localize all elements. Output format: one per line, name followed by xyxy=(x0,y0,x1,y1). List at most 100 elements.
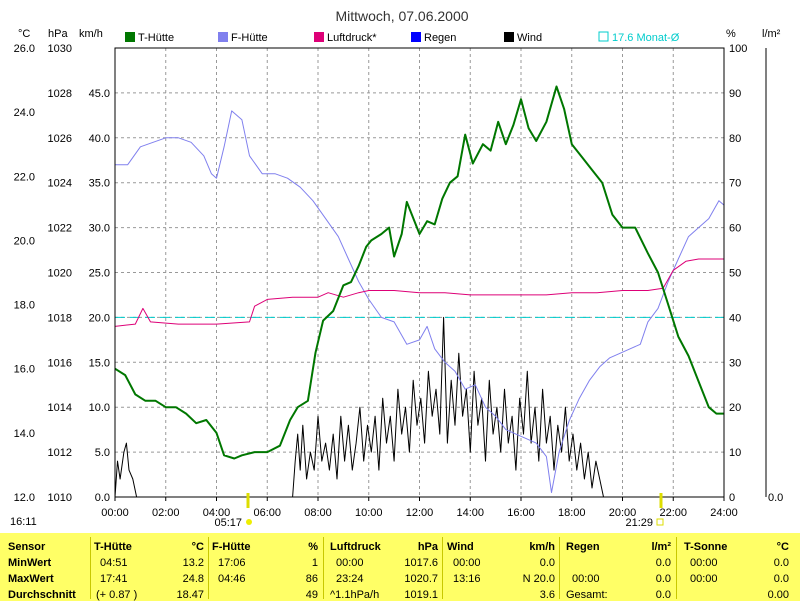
kmh-tick-label: 10.0 xyxy=(89,402,110,414)
label-avg: Durchschnitt xyxy=(8,589,76,601)
stats-t-huette: T-Hütte °C 04:51 13.2 17:41 24.8 (+ 0.87 ) 1… xyxy=(94,539,204,601)
wind-max-time: 13:16 xyxy=(453,573,481,585)
legend-label: T-Hütte xyxy=(138,32,174,44)
x-tick-label: 14:00 xyxy=(456,507,484,519)
sunrise-label: 05:17 xyxy=(214,517,242,529)
regen-max-value: 0.0 xyxy=(655,573,671,585)
x-tick-label: 22:00 xyxy=(659,507,687,519)
label-sensor: Sensor xyxy=(8,541,46,553)
kmh-tick-label: 45.0 xyxy=(89,88,110,100)
wind-title: Wind xyxy=(447,541,474,553)
stats-row-labels: Sensor MinWert MaxWert Durchschnitt xyxy=(8,539,88,601)
legend: T-Hütte F-Hütte Luftdruck* Regen Wind 17.6 Mo… xyxy=(125,31,680,44)
t-sonne-max-time: 00:00 xyxy=(690,573,718,585)
hpa-tick-label: 1026 xyxy=(48,133,72,145)
stats-wind: Wind km/h 00:00 0.0 13:16 N 20.0 3.6 xyxy=(447,539,555,601)
t-sonne-max-value: 0.0 xyxy=(773,573,789,585)
celsius-tick-label: 16.0 xyxy=(14,364,35,376)
regen-total-value: 0.0 xyxy=(655,589,671,601)
f-huette-min-value: 1 xyxy=(311,557,318,569)
stats-f-huette: F-Hütte% 17:06 1 04:46 86 49 xyxy=(212,539,318,601)
f-huette-max-value: 86 xyxy=(305,573,318,585)
percent-tick-label: 50 xyxy=(729,268,741,280)
legend-label: Luftdruck* xyxy=(327,32,377,44)
t-huette-min-value: 13.2 xyxy=(182,557,204,569)
f-huette-avg-value: 49 xyxy=(305,589,318,601)
percent-tick-label: 20 xyxy=(729,402,741,414)
hpa-tick-label: 1014 xyxy=(48,402,72,414)
hpa-tick-label: 1030 xyxy=(48,43,72,55)
legend-swatch xyxy=(125,32,135,42)
legend-swatch xyxy=(504,32,514,42)
rain-tick-0: 0.0 xyxy=(768,492,783,504)
celsius-tick-label: 24.0 xyxy=(14,107,35,119)
legend-swatch-reference xyxy=(598,31,609,42)
percent-tick-label: 30 xyxy=(729,357,741,369)
f-huette-unit: % xyxy=(308,541,318,553)
x-tick-label: 00:00 xyxy=(101,507,129,519)
kmh-tick-label: 0.0 xyxy=(95,492,110,504)
stats-regen: Regen l/m² 0.0 00:00 0.0 Gesamt: 0.0 xyxy=(566,539,671,601)
series-lines xyxy=(114,85,725,498)
x-tick-label: 12:00 xyxy=(406,507,434,519)
x-tick-label: 24:00 xyxy=(710,507,738,519)
kmh-tick-label: 20.0 xyxy=(89,312,110,324)
wind-min-time: 00:00 xyxy=(453,557,481,569)
luftdruck-title: Luftdruck xyxy=(330,541,381,553)
legend-swatch xyxy=(218,32,228,42)
chart-title: Mittwoch, 07.06.2000 xyxy=(335,8,468,24)
percent-tick-label: 0 xyxy=(729,492,735,504)
t-sonne-title: T-Sonne xyxy=(684,541,728,553)
hpa-tick-label: 1016 xyxy=(48,357,72,369)
legend-label: Wind xyxy=(517,32,542,44)
x-tick-label: 20:00 xyxy=(609,507,637,519)
unit-percent: % xyxy=(726,28,736,40)
legend-swatch xyxy=(314,32,324,42)
weather-chart: 00:00 02:00 04:00 06:00 08:00 10:00 12:00 14:00… xyxy=(14,8,784,529)
luftdruck-trend: ^1.1hPa/h xyxy=(330,589,380,601)
f-huette-min-time: 17:06 xyxy=(218,557,246,569)
celsius-tick-label: 22.0 xyxy=(14,171,35,183)
plot-frame xyxy=(114,47,725,498)
celsius-tick-label: 20.0 xyxy=(14,235,35,247)
luftdruck-max-time: 23:24 xyxy=(336,573,364,585)
stats-luftdruck: Luftdruck hPa 00:00 1017.6 23:24 1020.7 ^1.… xyxy=(330,539,438,601)
hpa-tick-label: 1020 xyxy=(48,268,72,280)
t-sonne-min-time: 00:00 xyxy=(690,557,718,569)
t-huette-unit: °C xyxy=(191,541,204,553)
t-huette-max-time: 17:41 xyxy=(100,573,128,585)
luftdruck-unit: hPa xyxy=(417,541,438,553)
x-tick-label: 10:00 xyxy=(355,507,383,519)
unit-kmh: km/h xyxy=(79,28,103,40)
luftdruck-min-time: 00:00 xyxy=(336,557,364,569)
t-sonne-avg-value: 0.00 xyxy=(767,589,789,601)
percent-tick-label: 70 xyxy=(729,178,741,190)
luftdruck-max-value: 1020.7 xyxy=(404,573,438,585)
unit-rain: l/m² xyxy=(762,28,781,40)
percent-tick-label: 10 xyxy=(729,447,741,459)
chart-grid xyxy=(114,48,725,501)
stats-t-sonne: T-Sonne °C 00:00 0.0 00:00 0.0 0.00 xyxy=(684,539,789,601)
x-tick-label: 02:00 xyxy=(152,507,180,519)
percent-tick-label: 40 xyxy=(729,312,741,324)
regen-title: Regen xyxy=(566,541,600,553)
legend-label: F-Hütte xyxy=(231,32,268,44)
x-tick-label: 04:00 xyxy=(203,507,231,519)
series-wind-line xyxy=(114,316,724,498)
label-min: MinWert xyxy=(8,557,52,569)
hpa-tick-label: 1022 xyxy=(48,223,72,235)
legend-label-reference: 17.6 Monat-Ø xyxy=(612,32,680,44)
regen-total-label: Gesamt: xyxy=(566,589,608,601)
unit-hpa: hPa xyxy=(48,28,68,40)
celsius-tick-label: 12.0 xyxy=(14,492,35,504)
x-tick-label: 06:00 xyxy=(253,507,281,519)
t-sonne-unit: °C xyxy=(776,541,789,553)
series-luftdruck-line xyxy=(114,258,724,327)
stats-panel: Sensor MinWert MaxWert Durchschnitt T-Hü… xyxy=(0,533,800,601)
x-tick-label: 08:00 xyxy=(304,507,332,519)
hpa-tick-label: 1028 xyxy=(48,88,72,100)
series-t-h-tte-line xyxy=(114,85,724,460)
luftdruck-min-value: 1017.6 xyxy=(404,557,438,569)
f-huette-max-time: 04:46 xyxy=(218,573,246,585)
x-tick-label: 16:00 xyxy=(507,507,535,519)
